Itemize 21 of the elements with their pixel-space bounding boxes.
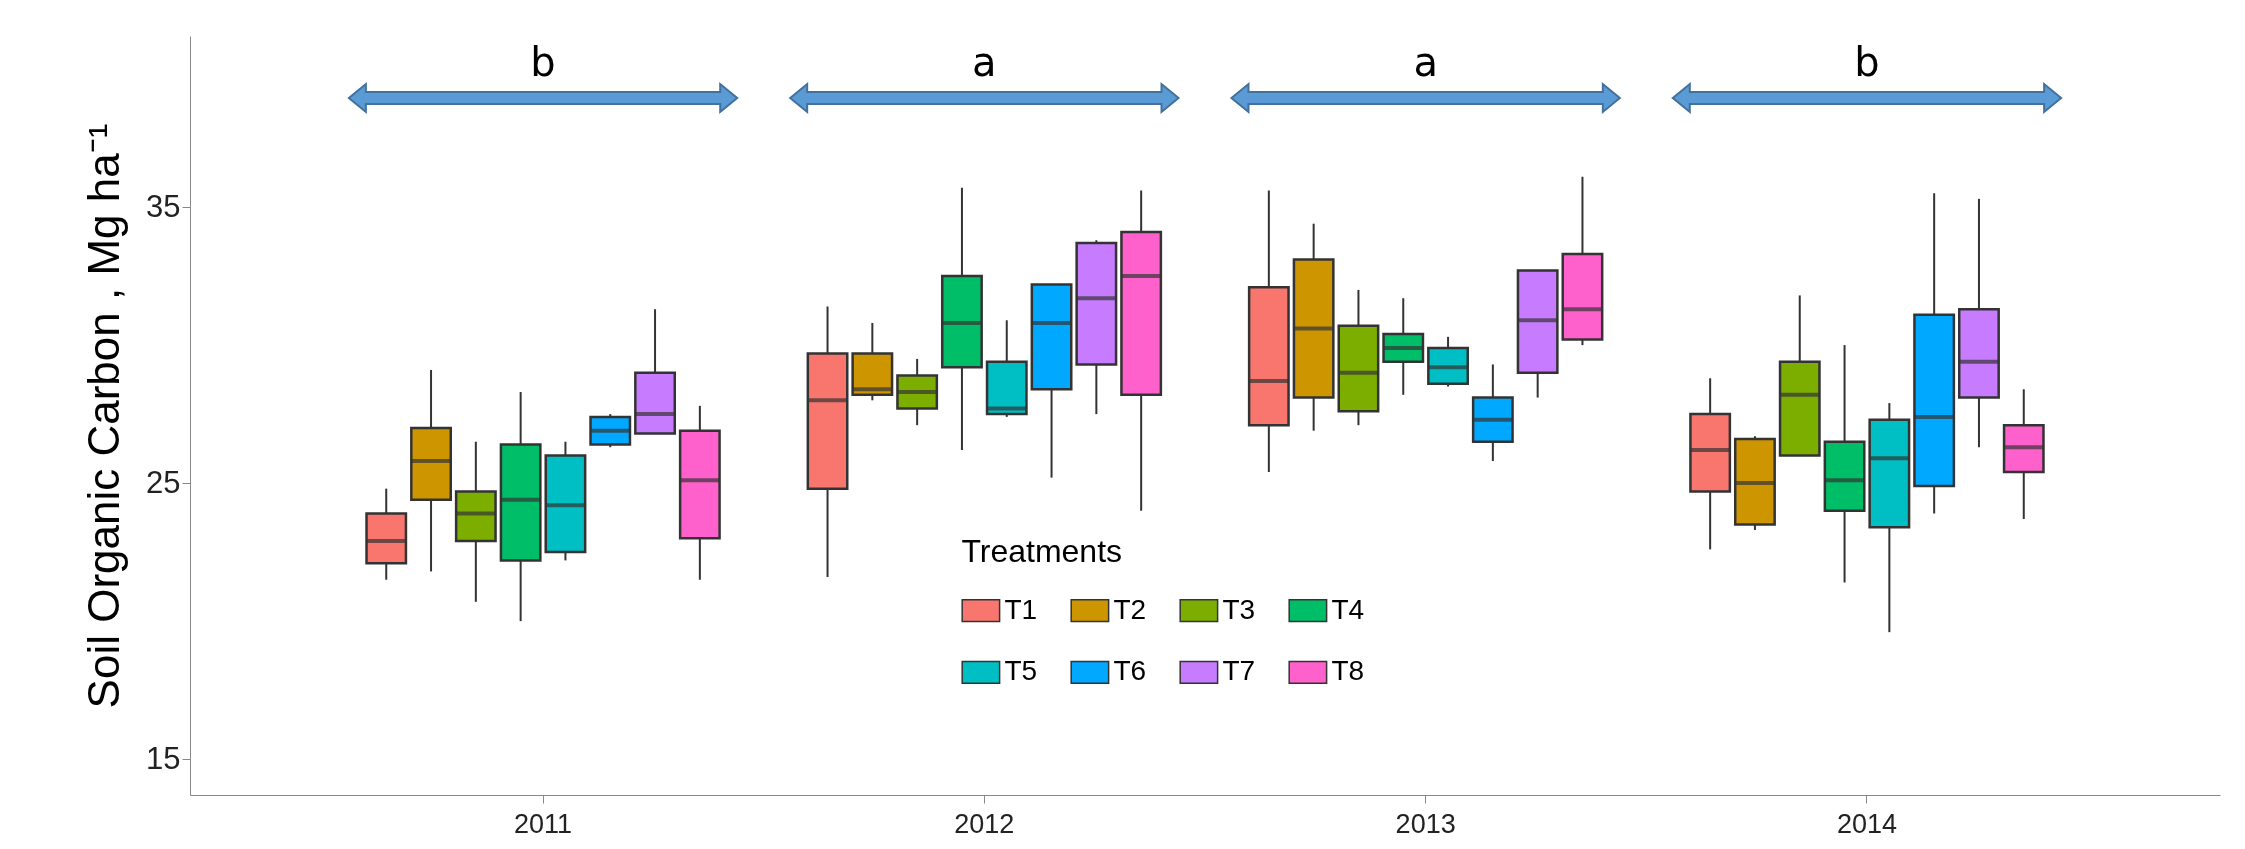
legend-label: T5 <box>1004 655 1038 687</box>
legend-label: T3 <box>1222 593 1256 625</box>
legend-label: T1 <box>1004 593 1038 625</box>
x-tick-label: 2012 <box>954 808 1015 839</box>
y-axis-title: Soil Organic Carbon , Mg ha⁻¹ <box>79 123 129 709</box>
x-tick-label: 2013 <box>1395 808 1456 839</box>
y-tick-label: 15 <box>146 740 181 776</box>
x-tick-label: 2011 <box>514 808 573 839</box>
legend-label: T2 <box>1113 593 1147 625</box>
legend-label: T4 <box>1331 593 1365 625</box>
annotation: b <box>1854 39 1880 85</box>
legend-label: T7 <box>1222 655 1256 687</box>
legend-label: T6 <box>1113 655 1147 687</box>
y-tick-label: 35 <box>146 188 181 224</box>
annotation: b <box>530 39 556 85</box>
annotation: a <box>1413 39 1438 85</box>
annotation: a <box>972 39 997 85</box>
x-tick-label: 2014 <box>1836 808 1897 839</box>
y-tick-label: 25 <box>146 464 181 500</box>
legend-title: Treatments <box>961 532 1123 569</box>
legend-label: T8 <box>1331 655 1365 687</box>
